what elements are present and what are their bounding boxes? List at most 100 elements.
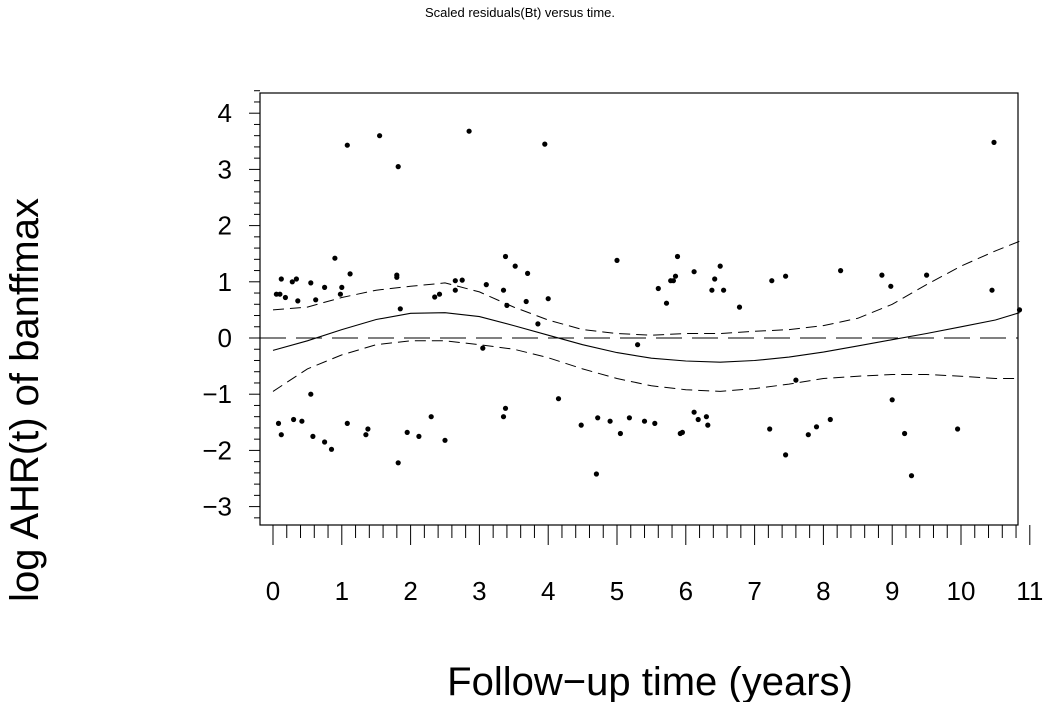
data-point [813,424,820,430]
y-axis: 4 3 2 1 0 −1 −2 −3 [202,90,260,522]
data-point [721,287,727,293]
data-point [289,279,295,285]
data-point [805,432,811,438]
data-point [705,422,711,428]
data-point [432,294,438,300]
y-tick-label: 0 [218,323,232,353]
data-point [793,377,799,383]
data-point [670,278,677,284]
data-point [989,287,995,293]
y-tick-label: −3 [202,492,232,522]
data-point [908,473,915,479]
data-point [428,414,434,420]
x-tick-label: 3 [472,576,486,606]
data-point [593,471,600,477]
data-point [512,263,518,269]
data-point [395,460,401,466]
upper-confidence-band [272,240,1020,336]
data-point [310,433,316,439]
data-point [278,432,284,438]
x-tick-label: 8 [816,576,830,606]
x-tick-label: 0 [266,576,280,606]
x-tick-label: 6 [679,576,693,606]
x-tick-label: 11 [1016,576,1043,606]
data-point [442,437,448,443]
x-tick-label: 5 [610,576,624,606]
data-point [695,416,701,423]
data-point [523,298,529,305]
data-point [377,133,383,139]
data-point [679,429,686,435]
data-point [691,269,697,275]
data-point [500,287,507,293]
data-point [459,277,465,283]
data-point [663,300,670,306]
data-point [504,302,510,308]
x-tick-label: 4 [541,576,555,606]
data-point [888,283,894,289]
confidence-band-layer [272,240,1020,392]
data-point [404,429,410,435]
x-tick-label: 9 [885,576,899,606]
chart-title: Scaled residuals(Bt) versus time. [425,5,615,20]
data-point [655,285,661,292]
data-point [607,418,613,424]
data-point [626,415,633,421]
data-point [339,284,345,290]
data-point [282,294,288,301]
data-point [308,391,314,397]
data-point [313,297,319,303]
data-point [717,263,723,269]
data-point [363,432,369,438]
data-point [709,287,715,293]
x-axis: 0 1 2 3 4 5 6 7 8 9 10 11 [266,525,1043,606]
data-point [344,420,350,426]
data-point [783,273,789,279]
data-point [365,426,371,432]
data-point [525,270,531,276]
data-points-layer [273,128,1023,479]
data-point [652,420,658,426]
y-tick-label: 2 [218,211,232,241]
data-point [278,276,284,282]
lower-confidence-band [272,340,1020,392]
data-point [617,430,624,437]
data-point [502,405,509,411]
data-point [416,433,422,439]
data-point [691,409,697,415]
data-point [466,128,472,134]
data-point [295,298,301,304]
data-point [344,142,350,148]
plot-frame [259,92,1019,526]
data-point [674,253,681,260]
data-point [394,272,400,278]
x-tick-label: 2 [403,576,417,606]
data-point [291,416,297,423]
y-tick-label: −1 [202,379,232,409]
y-tick-label: 3 [218,154,232,184]
data-point [277,291,283,297]
fit-line-layer [272,312,1020,363]
data-point [595,415,601,421]
x-tick-label: 1 [335,576,349,606]
data-point [991,139,997,145]
data-point [712,276,718,282]
data-point [535,321,541,327]
data-point [555,396,562,402]
data-point [902,430,908,437]
smoothed-fit-line [272,312,1020,363]
data-point [924,272,930,278]
data-point [545,296,551,302]
data-point [395,164,401,170]
y-tick-label: 1 [218,267,232,297]
data-point [838,268,844,274]
data-point [767,426,773,432]
data-point [889,397,895,403]
data-point [483,282,489,288]
data-point [578,422,584,428]
data-point [955,426,961,432]
data-point [769,278,775,284]
data-point [736,304,743,310]
y-tick-label: −2 [202,435,232,465]
